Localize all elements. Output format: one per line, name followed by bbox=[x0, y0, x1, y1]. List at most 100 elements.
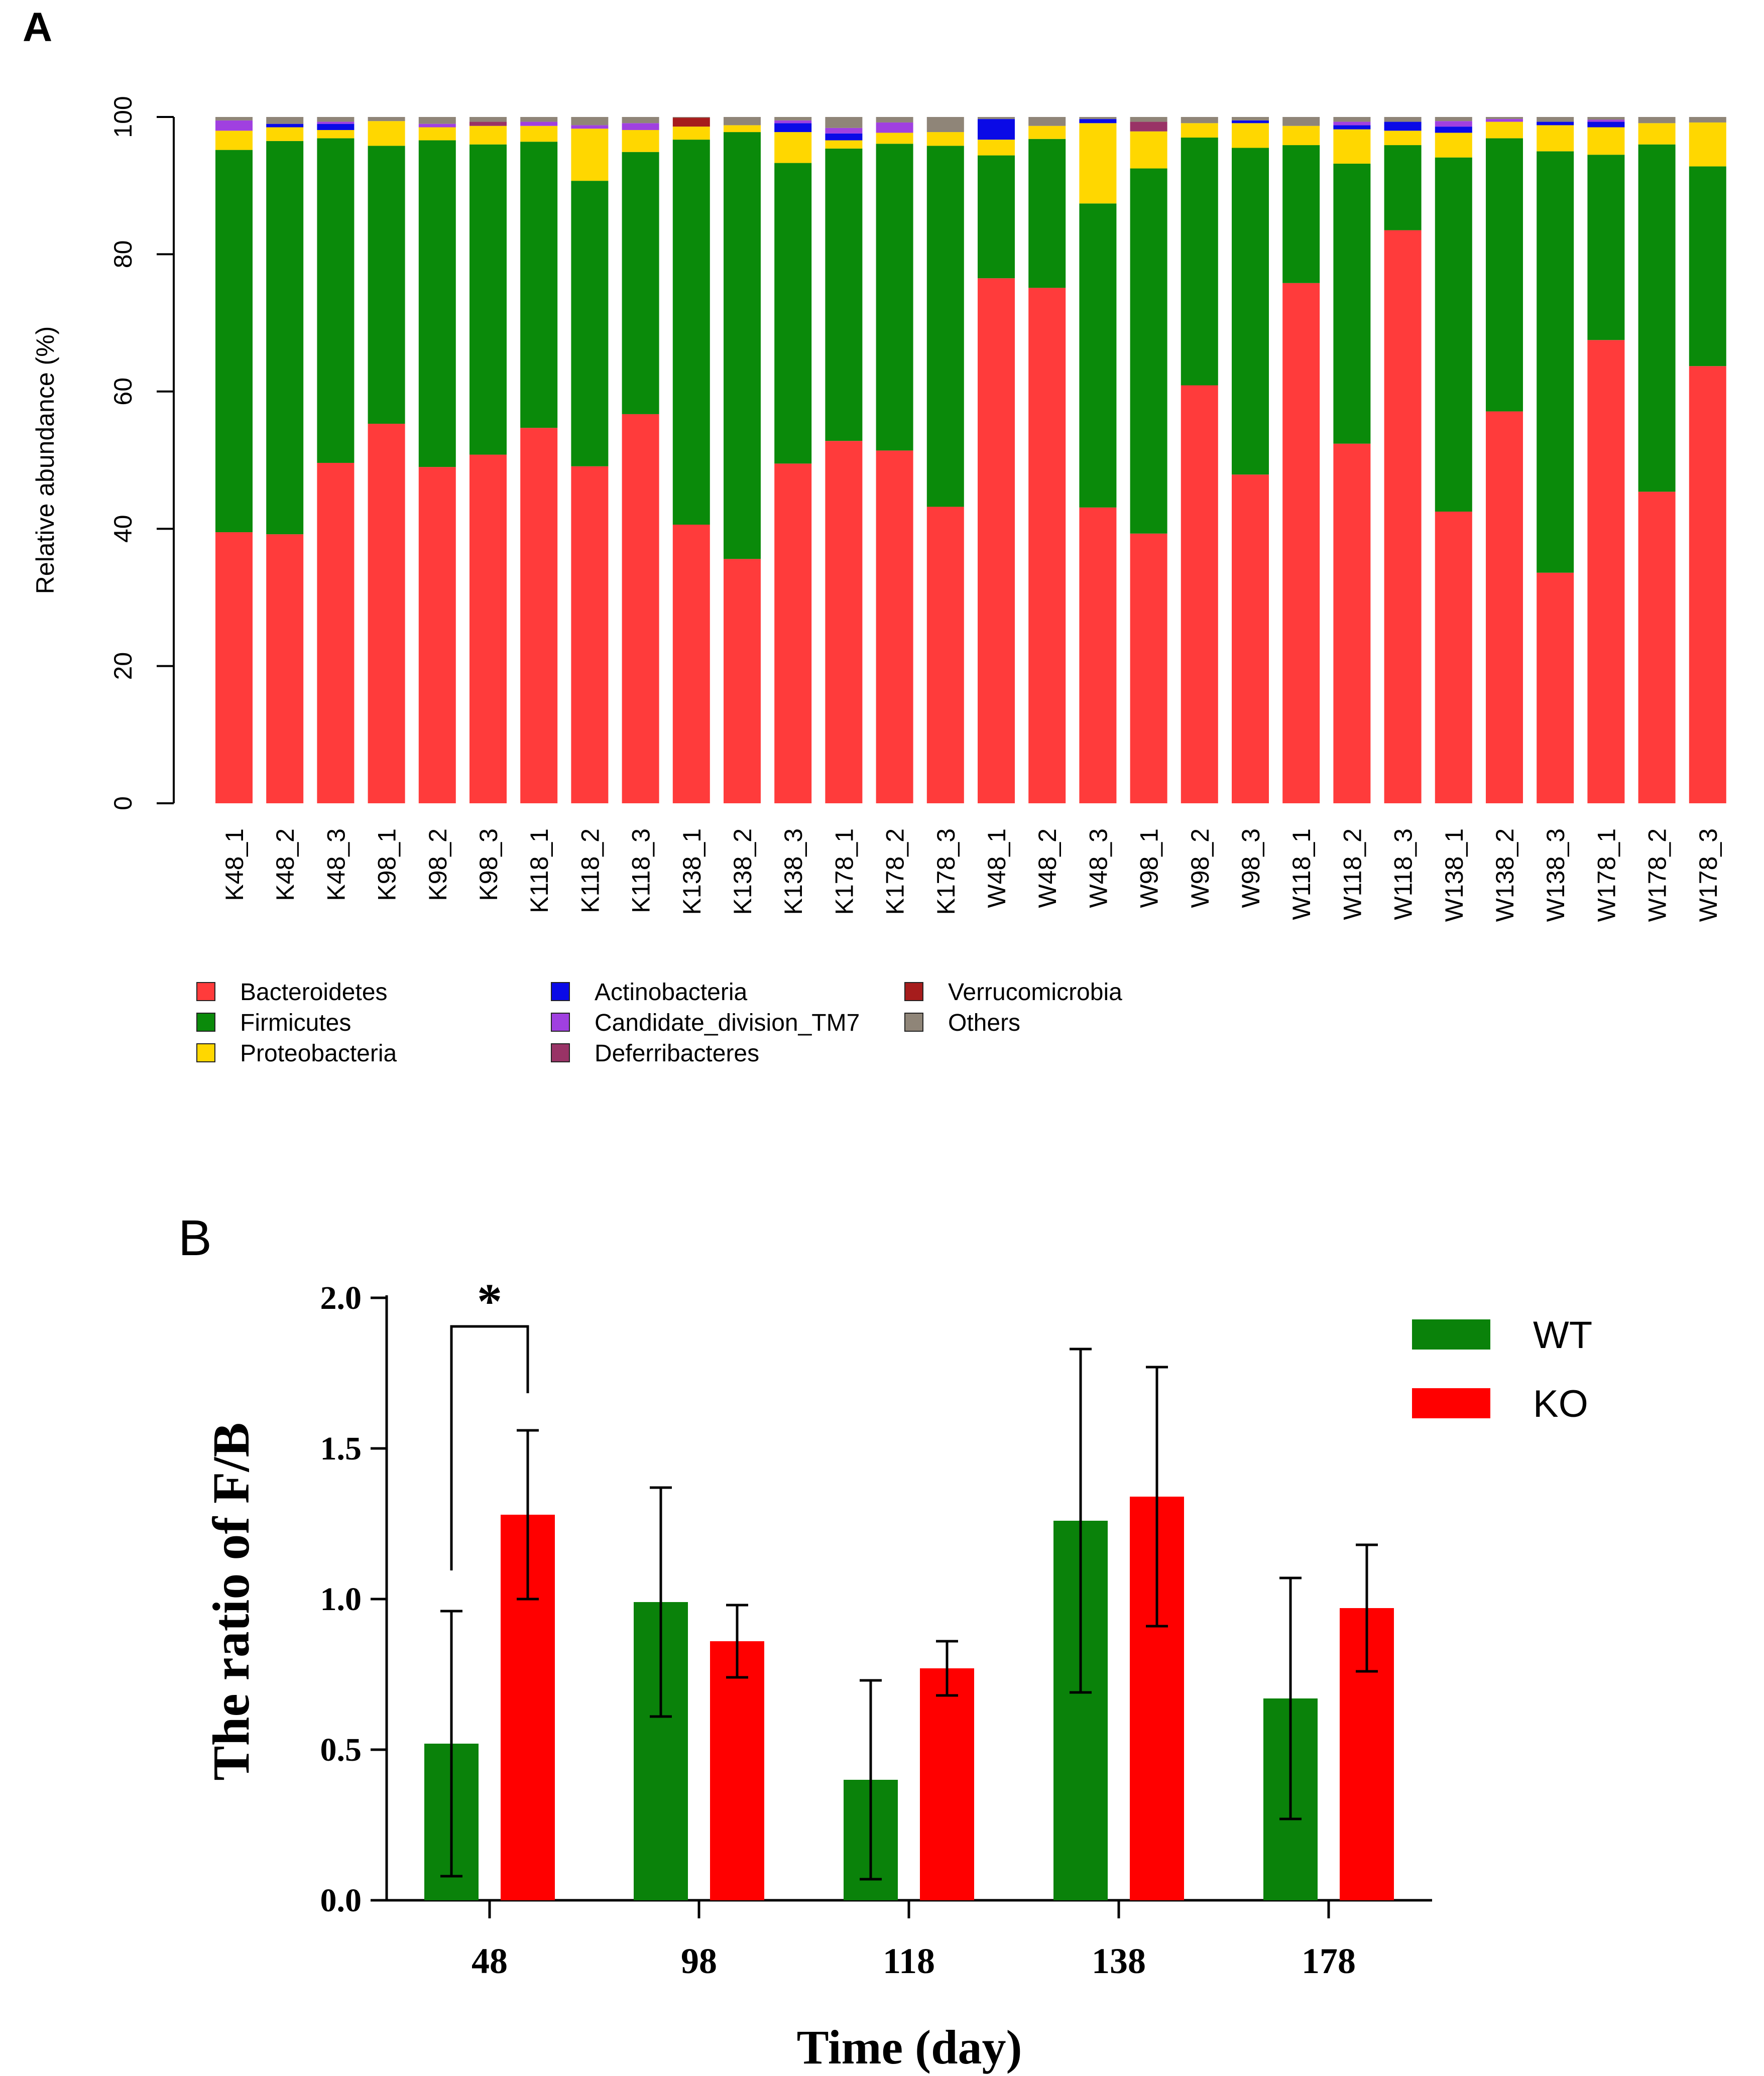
chart-a-bar-segment bbox=[774, 163, 812, 464]
chart-a-bar-segment bbox=[418, 140, 456, 467]
chart-a-bar-segment bbox=[622, 152, 659, 414]
chart-a-y-tick-label: 100 bbox=[109, 96, 137, 138]
chart-a-legend-label: Actinobacteria bbox=[595, 979, 747, 1006]
chart-a-y-tick-label: 20 bbox=[109, 652, 137, 680]
chart-b-x-tick-label: 118 bbox=[883, 1941, 935, 1981]
chart-a-bar-segment bbox=[520, 126, 558, 142]
chart-b-x-tick-label: 138 bbox=[1092, 1941, 1146, 1981]
chart-a-stacked-bar: 0 20 40 60 80 100 Relative abundance (%) K48_1 K… bbox=[31, 96, 1726, 922]
chart-a-legend-swatch bbox=[551, 982, 570, 1001]
chart-a-x-tick-label: W178_2 bbox=[1643, 828, 1672, 922]
chart-a-bar-segment bbox=[1689, 122, 1726, 167]
chart-a-bar-segment bbox=[1638, 144, 1676, 492]
chart-a-bar-segment bbox=[571, 466, 609, 803]
chart-a-bar-segment bbox=[876, 122, 913, 133]
chart-a-legend-label: Bacteroidetes bbox=[240, 979, 388, 1006]
chart-a-bar-segment bbox=[215, 532, 253, 803]
chart-a-bar-segment bbox=[1333, 125, 1371, 130]
chart-a-x-tick-label: W118_1 bbox=[1287, 828, 1316, 920]
chart-a-bar-segment bbox=[1028, 126, 1066, 139]
chart-a-bar-segment bbox=[1435, 157, 1472, 512]
chart-b-bar bbox=[710, 1641, 764, 1900]
chart-a-bar-segment bbox=[1486, 138, 1523, 412]
chart-a-bar-segment bbox=[672, 127, 710, 140]
chart-a-bar-segment bbox=[1130, 533, 1167, 803]
chart-a-bar-segment bbox=[1486, 119, 1523, 122]
chart-a-bar-segment bbox=[774, 123, 812, 133]
chart-a-legend-label: Firmicutes bbox=[240, 1010, 351, 1036]
chart-a-bar-segment bbox=[1435, 121, 1472, 127]
chart-a-bar-segment bbox=[1181, 385, 1218, 803]
chart-b-x-tick-label: 98 bbox=[681, 1941, 717, 1981]
chart-b-significance-star: * bbox=[477, 1273, 502, 1329]
chart-a-bar-segment bbox=[876, 144, 913, 451]
chart-a-bar-segment bbox=[672, 524, 710, 803]
chart-a-bar-segment bbox=[1435, 133, 1472, 158]
chart-a-legend-label: Verrucomicrobia bbox=[948, 979, 1122, 1006]
chart-a-bar-segment bbox=[1689, 117, 1726, 123]
chart-a-bar-segment bbox=[876, 133, 913, 144]
chart-a-legend-swatch bbox=[904, 1013, 923, 1032]
chart-a-bar-segment bbox=[876, 450, 913, 803]
chart-a-bar-segment bbox=[724, 132, 761, 559]
chart-a-x-tick-label: K138_2 bbox=[729, 828, 757, 915]
chart-a-bar-segment bbox=[978, 117, 1015, 119]
chart-a-bar-segment bbox=[520, 121, 558, 126]
chart-b-legend-swatch bbox=[1412, 1319, 1490, 1350]
chart-a-bar-segment bbox=[1435, 127, 1472, 133]
chart-a-x-tick-label: W138_2 bbox=[1491, 828, 1519, 922]
chart-a-x-tick-label: K138_1 bbox=[678, 828, 706, 915]
chart-b-significance-bracket bbox=[450, 1325, 529, 1570]
chart-a-bar-segment bbox=[926, 146, 964, 507]
chart-a-bar-segment bbox=[571, 125, 609, 129]
chart-a-bar-segment bbox=[1384, 121, 1422, 131]
chart-a-bar-segment bbox=[1486, 117, 1523, 119]
chart-a-x-tick-label: W118_2 bbox=[1338, 828, 1366, 920]
chart-a-bar-segment bbox=[774, 120, 812, 124]
chart-b-legend-swatch bbox=[1412, 1388, 1490, 1418]
chart-a-x-tick-label: K118_3 bbox=[627, 828, 655, 913]
chart-a-bar-segment bbox=[825, 133, 863, 141]
chart-a-x-tick-label: K98_3 bbox=[475, 828, 503, 901]
chart-a-bar-segment bbox=[1384, 131, 1422, 146]
chart-a-bar-segment bbox=[469, 126, 507, 145]
chart-a-bar-segment bbox=[825, 117, 863, 128]
chart-a-bar-segment bbox=[825, 148, 863, 441]
chart-a-legend-swatch bbox=[196, 982, 215, 1001]
chart-a-x-tick-label: W178_3 bbox=[1694, 828, 1722, 922]
chart-a-bar-segment bbox=[215, 131, 253, 150]
chart-a-bar-segment bbox=[317, 138, 355, 463]
chart-a-bar-segment bbox=[418, 467, 456, 803]
chart-a-bar-segment bbox=[1333, 117, 1371, 122]
chart-a-bar-segment bbox=[672, 140, 710, 525]
chart-a-bar-segment bbox=[1130, 131, 1167, 169]
chart-a-bar-segment bbox=[1587, 155, 1625, 340]
chart-a-bar-segment bbox=[825, 140, 863, 149]
chart-a-x-tick-label: K138_3 bbox=[779, 828, 807, 915]
chart-a-bar-segment bbox=[1384, 230, 1422, 804]
chart-a-bar-segment bbox=[1537, 125, 1574, 152]
chart-a-x-tick-label: K98_2 bbox=[424, 828, 452, 901]
chart-a-bar-segment bbox=[215, 150, 253, 533]
chart-a-x-tick-label: W98_3 bbox=[1237, 828, 1265, 908]
chart-a-bar-segment bbox=[825, 441, 863, 803]
chart-a-x-tick-label: K178_2 bbox=[881, 828, 909, 915]
chart-b-x-tick-label: 48 bbox=[472, 1941, 508, 1981]
chart-a-bar-segment bbox=[926, 507, 964, 803]
chart-a-bar-segment bbox=[469, 454, 507, 803]
chart-b-y-tick-label: 1.5 bbox=[320, 1430, 362, 1467]
chart-b-legend-label: KO bbox=[1533, 1383, 1588, 1425]
chart-a-legend-swatch bbox=[551, 1013, 570, 1032]
chart-a-y-tick-label: 40 bbox=[109, 515, 137, 543]
chart-b-bar: 0.0 0.5 1.0 1.5 2.0 The ratio of F/B 48 98 118 13… bbox=[202, 1273, 1592, 2074]
chart-a-bar-segment bbox=[1537, 572, 1574, 803]
chart-a-bar-segment bbox=[1435, 117, 1472, 121]
chart-a-bar-segment bbox=[1638, 123, 1676, 145]
chart-a-bar-segment bbox=[1028, 288, 1066, 803]
chart-a-bar-segment bbox=[1587, 127, 1625, 155]
chart-a-bar-segment bbox=[1587, 121, 1625, 128]
chart-a-bar-segment bbox=[1537, 117, 1574, 122]
chart-a-bar-segment bbox=[774, 463, 812, 803]
chart-b-x-axis-label: Time (day) bbox=[797, 2020, 1022, 2074]
chart-a-bar-segment bbox=[368, 424, 405, 803]
